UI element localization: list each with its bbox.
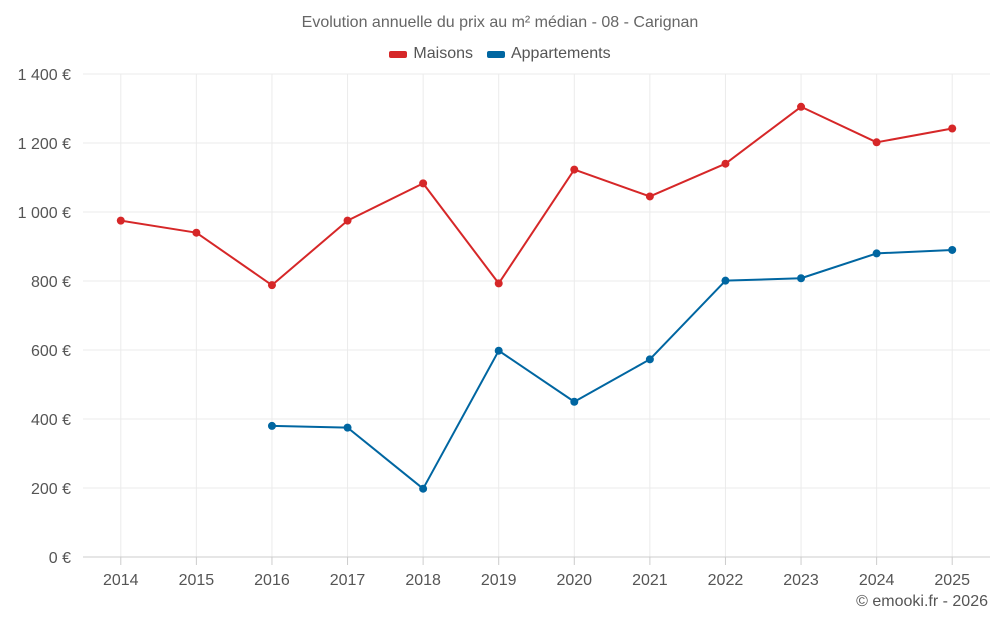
data-point-maisons[interactable]	[267, 281, 276, 290]
data-point-maisons[interactable]	[797, 102, 806, 111]
legend-item-maisons[interactable]: Maisons	[389, 45, 473, 63]
series-line-appartements	[271, 248, 953, 490]
data-point-appartements[interactable]	[721, 276, 730, 285]
x-tick-label: 2022	[708, 572, 744, 589]
data-point-appartements[interactable]	[570, 397, 579, 406]
series-line-maisons	[120, 105, 953, 287]
data-point-maisons[interactable]	[343, 216, 352, 225]
data-point-maisons[interactable]	[721, 159, 730, 168]
x-tick-label: 2019	[481, 572, 517, 589]
data-point-maisons[interactable]	[192, 228, 201, 237]
legend-label-appartements: Appartements	[510, 45, 611, 62]
y-tick-label: 1 000 €	[18, 205, 71, 222]
y-tick-label: 800 €	[31, 274, 71, 291]
legend-swatch-appartements	[486, 50, 505, 58]
data-point-maisons[interactable]	[116, 216, 125, 225]
data-point-appartements[interactable]	[419, 484, 428, 493]
data-point-appartements[interactable]	[948, 245, 957, 254]
y-tick-label: 1 200 €	[18, 136, 71, 153]
x-tick-label: 2016	[254, 572, 290, 589]
y-tick-label: 1 400 €	[18, 67, 71, 84]
legend: Maisons Appartements	[0, 45, 1000, 63]
data-point-maisons[interactable]	[645, 192, 654, 201]
y-tick-label: 200 €	[31, 481, 71, 498]
data-point-appartements[interactable]	[267, 421, 276, 430]
data-point-appartements[interactable]	[343, 423, 352, 432]
x-tick-label: 2024	[859, 572, 895, 589]
x-tick-label: 2018	[405, 572, 441, 589]
y-tick-label: 400 €	[31, 412, 71, 429]
x-tick-label: 2025	[934, 572, 970, 589]
data-point-maisons[interactable]	[570, 165, 579, 174]
credit-text: © emooki.fr - 2026	[856, 593, 988, 610]
x-tick-label: 2017	[330, 572, 366, 589]
x-tick-label: 2021	[632, 572, 668, 589]
x-tick-label: 2014	[103, 572, 139, 589]
legend-item-appartements[interactable]: Appartements	[486, 45, 611, 63]
y-tick-label: 0 €	[49, 550, 71, 567]
legend-label-maisons: Maisons	[413, 45, 473, 62]
data-point-appartements[interactable]	[797, 274, 806, 283]
y-tick-label: 600 €	[31, 343, 71, 360]
data-point-maisons[interactable]	[948, 124, 957, 133]
x-tick-label: 2023	[783, 572, 819, 589]
grid-layer	[83, 73, 990, 557]
data-point-maisons[interactable]	[419, 179, 428, 188]
data-point-maisons[interactable]	[494, 279, 503, 288]
axis-layer: 0 € 200 € 400 € 600 € 800 € 1 000 € 1 200 € 1 4…	[18, 67, 990, 589]
data-point-appartements[interactable]	[645, 355, 654, 364]
x-tick-label: 2020	[556, 572, 592, 589]
legend-swatch-maisons	[389, 50, 408, 58]
data-point-maisons[interactable]	[872, 138, 881, 147]
series-layer	[116, 102, 957, 493]
data-point-appartements[interactable]	[872, 249, 881, 258]
chart-title: Evolution annuelle du prix au m² médian …	[301, 14, 699, 31]
data-point-appartements[interactable]	[494, 346, 503, 355]
x-tick-label: 2015	[179, 572, 215, 589]
